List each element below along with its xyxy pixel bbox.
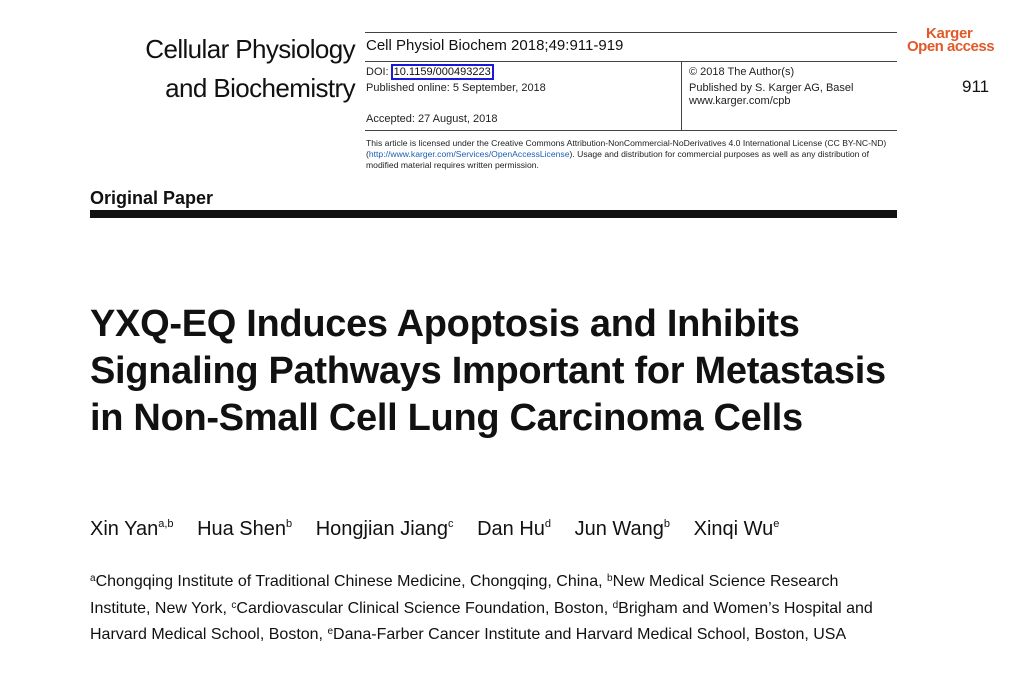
license-text-start: This article is licensed under the Creat… (366, 138, 887, 159)
author-affiliation-mark: b (286, 518, 293, 530)
karger-open-access-logo: Karger Open access (907, 25, 1011, 59)
author-affiliation-mark: e (773, 518, 780, 530)
author-name: Hongjian Jiang (315, 518, 449, 540)
section-label: Original Paper (90, 188, 214, 208)
author-name: Hua Shen (197, 518, 287, 540)
author-name: Dan Hu (477, 518, 545, 540)
affiliation-mark: e (327, 626, 334, 637)
author: Hongjian Jiangc (316, 518, 454, 540)
author: Xin Yana,b (90, 518, 174, 540)
license-text-end: ). Usage and distribution for commercial… (366, 149, 869, 170)
affiliations: aChongqing Institute of Traditional Chin… (90, 567, 880, 647)
journal-name: Cellular Physiology and Biochemistry (145, 30, 355, 108)
affiliation-mark: b (607, 573, 613, 584)
doi-label: DOI: (366, 66, 389, 78)
author-affiliation-mark: c (448, 518, 454, 530)
author-list: Xin Yana,b Hua Shenb Hongjian Jiangc Dan… (90, 518, 797, 541)
publisher: Published by S. Karger AG, Basel (689, 82, 854, 94)
author: Xinqi Wue (694, 518, 780, 540)
section-rule (90, 210, 897, 218)
affiliation: Chongqing Institute of Traditional Chine… (95, 573, 607, 590)
published-online: Published online: 5 September, 2018 (366, 82, 546, 94)
article-title: YXQ-EQ Induces Apoptosis and Inhibits Si… (90, 303, 886, 439)
author-affiliation-mark: a,b (158, 518, 174, 530)
karger-logo-bottom: Open access (907, 38, 995, 55)
author: Dan Hud (477, 518, 551, 540)
affiliation: New Medical Science Research Institute, … (90, 573, 839, 617)
affiliation: Dana-Farber Cancer Institute and Harvard… (333, 626, 847, 643)
journal-name-line1: Cellular Physiology (145, 34, 355, 64)
doi-line: DOI: 10.1159/000493223 (366, 64, 494, 80)
journal-citation: Cell Physiol Biochem 2018;49:911-919 (366, 37, 624, 54)
affiliation: Cardiovascular Clinical Science Foundati… (236, 599, 613, 617)
author-name: Xinqi Wu (693, 518, 774, 540)
header-citation-rule (365, 61, 897, 62)
license-text: This article is licensed under the Creat… (366, 138, 900, 171)
author: Hua Shenb (197, 518, 292, 540)
affiliation-mark: c (231, 599, 237, 611)
accepted-date: Accepted: 27 August, 2018 (366, 113, 498, 125)
author-affiliation-mark: d (544, 518, 552, 530)
author: Jun Wangb (575, 518, 670, 540)
header-top-rule (365, 32, 897, 33)
copyright: © 2018 The Author(s) (689, 66, 795, 78)
doi-link[interactable]: 10.1159/000493223 (390, 64, 494, 80)
header-divider (681, 61, 682, 130)
author-name: Jun Wang (574, 518, 664, 540)
affiliation-mark: d (612, 599, 619, 611)
affiliation-mark: a (90, 573, 96, 584)
license-link[interactable]: http://www.karger.com/Services/OpenAcces… (368, 149, 570, 159)
author-name: Xin Yan (90, 518, 159, 540)
affiliation: Brigham and Women’s Hospital and Harvard… (90, 599, 873, 644)
page-number: 911 (962, 77, 990, 96)
author-affiliation-mark: b (663, 518, 671, 530)
journal-name-line2: and Biochemistry (165, 73, 355, 103)
karger-logo-top: Karger (926, 25, 973, 42)
journal-website[interactable]: www.karger.com/cpb (689, 95, 791, 107)
header-license-rule (365, 130, 897, 131)
